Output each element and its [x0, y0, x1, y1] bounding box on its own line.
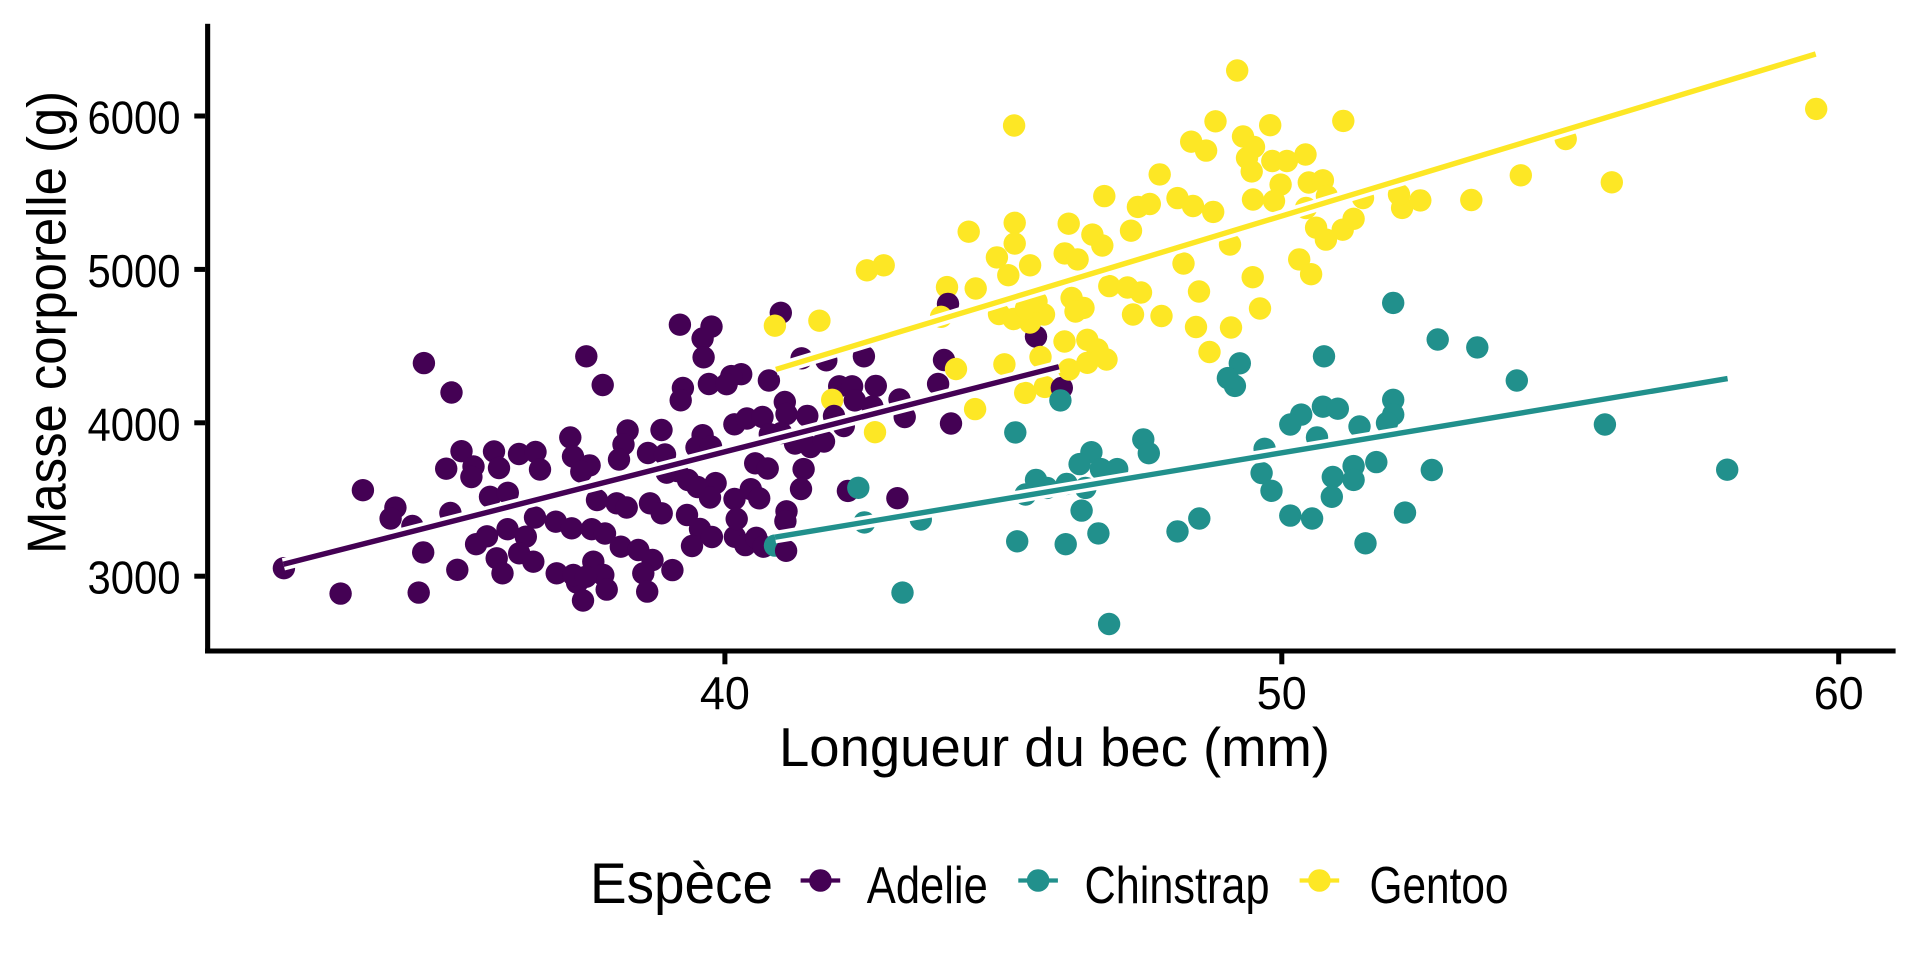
svg-text:6000: 6000	[88, 92, 181, 144]
svg-text:60: 60	[1814, 667, 1864, 719]
svg-text:Gentoo: Gentoo	[1370, 856, 1509, 914]
svg-text:4000: 4000	[88, 398, 181, 450]
svg-text:Chinstrap: Chinstrap	[1085, 856, 1270, 914]
svg-text:50: 50	[1257, 667, 1307, 719]
svg-text:3000: 3000	[88, 552, 181, 604]
svg-text:40: 40	[700, 667, 750, 719]
svg-text:Adelie: Adelie	[867, 856, 988, 914]
svg-text:Longueur du bec (mm): Longueur du bec (mm)	[779, 716, 1330, 778]
svg-text:Espèce: Espèce	[590, 852, 773, 916]
svg-text:5000: 5000	[88, 245, 181, 297]
svg-text:Masse corporelle (g): Masse corporelle (g)	[16, 91, 78, 554]
